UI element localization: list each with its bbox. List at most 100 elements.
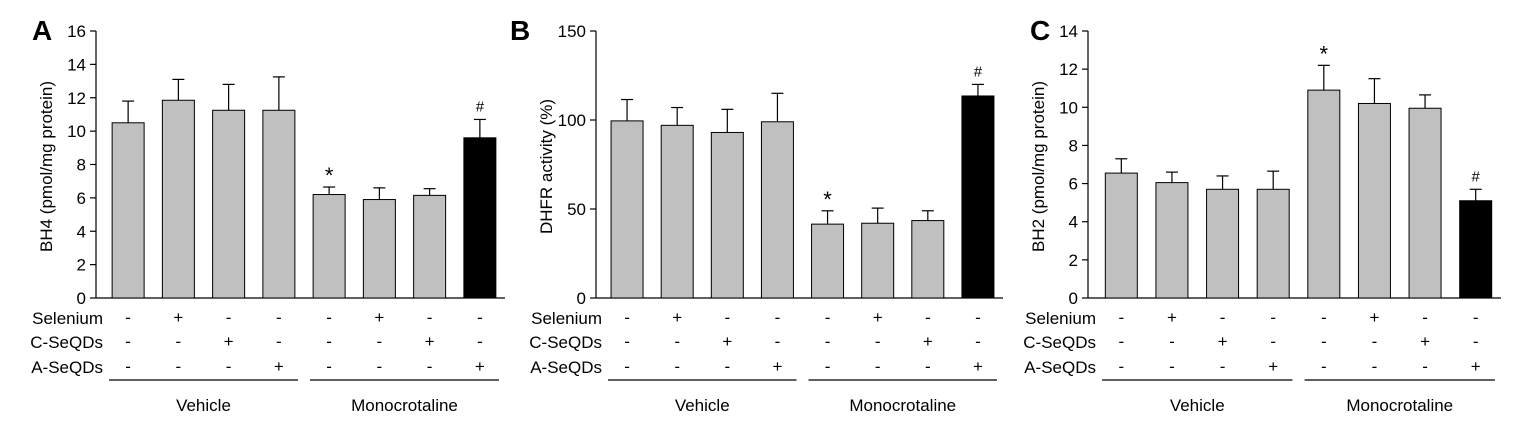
treatment-sign: - — [176, 357, 182, 376]
treatment-sign: - — [125, 308, 131, 327]
treatment-sign: + — [923, 332, 933, 351]
bar — [760, 121, 794, 299]
treatment-sign: - — [1118, 332, 1124, 351]
y-axis-label: BH2 (pmol/mg protein) — [1029, 81, 1048, 252]
significance-marker: * — [1320, 41, 1329, 66]
treatment-sign: - — [724, 308, 730, 327]
treatment-sign: + — [475, 357, 485, 376]
y-tick-label: 8 — [77, 156, 86, 175]
significance-marker: # — [974, 63, 983, 80]
treatment-sign: + — [1369, 308, 1379, 327]
treatment-sign: + — [425, 332, 435, 351]
bar — [212, 109, 246, 299]
y-tick-label: 16 — [67, 22, 86, 41]
group-label: Vehicle — [1170, 396, 1225, 415]
treatment-sign: - — [326, 332, 332, 351]
treatment-sign: + — [1218, 332, 1228, 351]
treatment-sign: - — [276, 308, 282, 327]
chart-panel-a: A 0 2 4 6 8 10 12 14 16 BH4 (pmol/mg protein) - - - + -… — [30, 15, 505, 415]
treatment-sign: - — [176, 332, 182, 351]
bar — [610, 120, 644, 299]
treatment-sign: - — [975, 308, 981, 327]
group-label: Monocrotaline — [1346, 396, 1453, 415]
treatment-sign: - — [1372, 332, 1378, 351]
treatment-row-label: A-SeQDs — [31, 358, 103, 377]
treatment-sign: - — [775, 308, 781, 327]
y-tick-label: 100 — [558, 111, 586, 130]
bar — [463, 137, 497, 299]
significance-marker: * — [823, 187, 832, 212]
treatment-sign: - — [624, 332, 630, 351]
y-tick-label: 2 — [1069, 251, 1078, 270]
y-tick-label: 6 — [1069, 175, 1078, 194]
treatment-sign: - — [477, 308, 483, 327]
y-tick-label: 12 — [1059, 60, 1078, 79]
significance-marker: # — [1472, 168, 1481, 185]
treatment-sign: - — [1169, 357, 1175, 376]
treatment-row-label: C-SeQDs — [529, 333, 602, 352]
treatment-sign: - — [427, 357, 433, 376]
treatment-sign: + — [374, 308, 384, 327]
treatment-row-label: C-SeQDs — [30, 333, 103, 352]
y-tick-label: 14 — [1059, 22, 1078, 41]
bar — [312, 194, 346, 299]
y-tick-label: 14 — [67, 55, 86, 74]
treatment-row-label: A-SeQDs — [1024, 358, 1096, 377]
treatment-sign: - — [1473, 308, 1479, 327]
bar — [1307, 89, 1341, 299]
treatment-sign: - — [925, 357, 931, 376]
treatment-sign: - — [975, 332, 981, 351]
treatment-row-label: Selenium — [1025, 309, 1096, 328]
treatment-row-label: A-SeQDs — [530, 358, 602, 377]
treatment-sign: - — [125, 357, 131, 376]
group-label: Monocrotaline — [849, 396, 956, 415]
treatment-sign: + — [873, 308, 883, 327]
panel-label: B — [510, 15, 530, 46]
group-label: Monocrotaline — [351, 396, 458, 415]
treatment-sign: - — [326, 357, 332, 376]
treatment-sign: + — [1167, 308, 1177, 327]
bar — [861, 222, 895, 299]
treatment-sign: - — [674, 332, 680, 351]
treatment-sign: + — [672, 308, 682, 327]
treatment-sign: + — [173, 308, 183, 327]
y-tick-label: 6 — [77, 189, 86, 208]
bar — [111, 122, 145, 299]
bar — [161, 99, 195, 299]
treatment-sign: - — [226, 308, 232, 327]
treatment-sign: - — [1220, 357, 1226, 376]
panel-label: C — [1030, 15, 1050, 46]
treatment-sign: - — [276, 332, 282, 351]
y-tick-label: 12 — [67, 89, 86, 108]
treatment-sign: - — [1169, 332, 1175, 351]
y-tick-label: 50 — [567, 200, 586, 219]
y-tick-label: 150 — [558, 22, 586, 41]
bar — [811, 223, 845, 299]
significance-marker: # — [476, 98, 485, 115]
bar — [362, 199, 396, 299]
treatment-sign: - — [674, 357, 680, 376]
treatment-sign: - — [1321, 357, 1327, 376]
group-label: Vehicle — [675, 396, 730, 415]
bar — [911, 220, 945, 299]
y-tick-label: 0 — [577, 289, 586, 308]
bar — [1206, 188, 1240, 299]
treatment-sign: - — [1270, 308, 1276, 327]
bar — [413, 194, 447, 299]
bar — [1256, 188, 1290, 299]
chart-panel-b: B 0 50 100 150 DHFR activity (%) - - - + - - - + - - - + *… — [510, 15, 1003, 415]
bar — [1459, 200, 1493, 299]
bar — [1357, 102, 1391, 299]
y-tick-label: 8 — [1069, 136, 1078, 155]
treatment-sign: - — [125, 332, 131, 351]
treatment-sign: + — [274, 357, 284, 376]
bar — [1155, 182, 1189, 299]
treatment-sign: - — [925, 308, 931, 327]
treatment-sign: - — [775, 332, 781, 351]
bar — [961, 95, 995, 299]
treatment-sign: - — [1372, 357, 1378, 376]
treatment-sign: + — [1268, 357, 1278, 376]
y-tick-label: 4 — [77, 222, 86, 241]
treatment-sign: + — [722, 332, 732, 351]
